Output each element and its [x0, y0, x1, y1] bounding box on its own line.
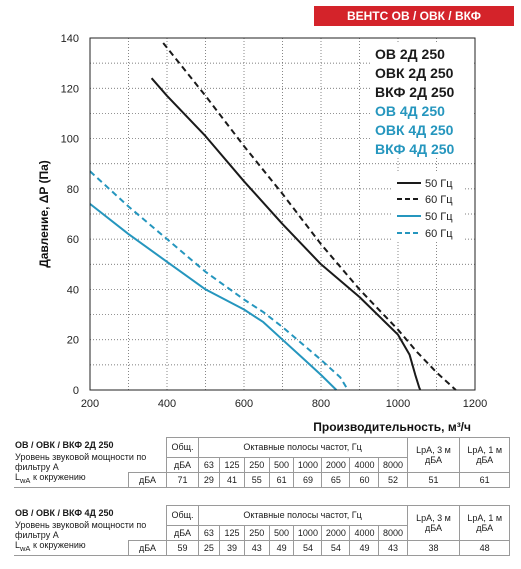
- value-250: 43: [243, 539, 270, 556]
- noise-table-2d: ОВ / ОВК / ВКФ 2Д 250 Общ. Октавные поло…: [14, 437, 510, 488]
- series-line-4Д-60hz: [89, 170, 349, 391]
- legend-label-2d-60: 60 Гц: [425, 194, 453, 206]
- table-model-label: ОВ / ОВК / ВКФ 2Д 250: [14, 437, 168, 452]
- y-tick-label: 140: [61, 33, 79, 45]
- table-unit: дБА: [166, 524, 199, 541]
- freq-4000: 4000: [349, 456, 380, 473]
- x-tick-label: 800: [312, 398, 330, 410]
- lwa-label: LwA к окружению: [14, 540, 129, 556]
- y-tick-label: 20: [67, 335, 79, 347]
- model-label-black-3: ВКФ 2Д 250: [375, 84, 455, 100]
- freq-8000: 8000: [378, 456, 408, 473]
- freq-63: 63: [197, 524, 221, 541]
- value-8000: 43: [378, 539, 408, 556]
- x-axis-title: Производительность, м³/ч: [313, 420, 471, 434]
- noise-table-4d: ОВ / ОВК / ВКФ 4Д 250 Общ. Октавные поло…: [14, 505, 510, 556]
- value-125: 41: [219, 471, 245, 488]
- legend-label-4d-50: 50 Гц: [425, 211, 453, 223]
- lpa1-value: 48: [459, 539, 510, 556]
- series-lines: [89, 42, 457, 391]
- value-2000: 54: [321, 539, 351, 556]
- value-125: 39: [219, 539, 245, 556]
- value-250: 55: [243, 471, 270, 488]
- freq-500: 500: [268, 524, 295, 541]
- value-63: 29: [197, 471, 221, 488]
- table-octave-header: Октавные полосы частот, Гц: [197, 437, 408, 458]
- series-line-2Д-60hz: [162, 42, 457, 391]
- lpa3-value: 51: [406, 471, 461, 488]
- y-tick-label: 0: [73, 385, 79, 397]
- legend: 50 Гц 60 Гц 50 Гц 60 Гц: [393, 172, 463, 240]
- value-4000: 60: [349, 471, 380, 488]
- table-model-label: ОВ / ОВК / ВКФ 4Д 250: [14, 505, 168, 520]
- pressure-flow-chart: 200 400 600 800 1000 1200 0 20 40 60 80 100 120 140 О…: [37, 33, 488, 434]
- brand-tag: ВЕНТС ОВ / ОВК / ВКФ: [314, 6, 514, 26]
- value-2000: 65: [321, 471, 351, 488]
- model-labels: ОВ 2Д 250 ОВК 2Д 250 ВКФ 2Д 250 ОВ 4Д 25…: [372, 42, 472, 157]
- freq-125: 125: [219, 456, 245, 473]
- x-tick-label: 600: [235, 398, 253, 410]
- model-label-blue-3: ВКФ 4Д 250: [375, 141, 455, 157]
- value-500: 49: [268, 539, 295, 556]
- table-unit: дБА: [166, 456, 199, 473]
- freq-250: 250: [243, 456, 270, 473]
- table-lpa3-header: LpA, 3 м дБА: [406, 505, 461, 541]
- table-total-header: Общ.: [166, 505, 199, 526]
- legend-label-2d-50: 50 Гц: [425, 178, 453, 190]
- series-line-4Д-50hz: [89, 203, 338, 391]
- freq-250: 250: [243, 524, 270, 541]
- lpa3-value: 38: [406, 539, 461, 556]
- model-label-black-2: ОВК 2Д 250: [375, 65, 454, 81]
- table-octave-header: Октавные полосы частот, Гц: [197, 505, 408, 526]
- freq-1000: 1000: [293, 524, 323, 541]
- table-lpa1-header: LpA, 1 м дБА: [459, 505, 510, 541]
- y-tick-label: 60: [67, 234, 79, 246]
- lwa-label: LwA к окружению: [14, 472, 129, 488]
- freq-125: 125: [219, 524, 245, 541]
- tick-labels: 200 400 600 800 1000 1200 0 20 40 60 80 100 120 140: [61, 33, 488, 410]
- table-total-header: Общ.: [166, 437, 199, 458]
- freq-8000: 8000: [378, 524, 408, 541]
- x-tick-label: 1200: [463, 398, 487, 410]
- value-500: 61: [268, 471, 295, 488]
- model-label-blue-1: ОВ 4Д 250: [375, 103, 445, 119]
- y-tick-label: 80: [67, 184, 79, 196]
- y-tick-label: 100: [61, 134, 79, 146]
- value-1000: 54: [293, 539, 323, 556]
- x-tick-label: 200: [81, 398, 99, 410]
- row-unit: дБА: [127, 471, 168, 488]
- legend-label-4d-60: 60 Гц: [425, 228, 453, 240]
- freq-63: 63: [197, 456, 221, 473]
- lpa1-value: 61: [459, 471, 510, 488]
- table-lpa3-header: LpA, 3 м дБА: [406, 437, 461, 473]
- table-desc-label: Уровень звуковой мощности по фильтру А: [14, 451, 168, 472]
- value-1000: 69: [293, 471, 323, 488]
- table-lpa1-header: LpA, 1 м дБА: [459, 437, 510, 473]
- freq-2000: 2000: [321, 456, 351, 473]
- x-tick-label: 400: [158, 398, 176, 410]
- total-value: 71: [166, 471, 199, 488]
- table-row: LwA к окружению дБА 59 25 39 43 49 54 54…: [14, 539, 510, 556]
- table-desc-label: Уровень звуковой мощности по фильтру А: [14, 519, 168, 540]
- model-label-blue-2: ОВК 4Д 250: [375, 122, 454, 138]
- y-tick-label: 120: [61, 83, 79, 95]
- y-tick-label: 40: [67, 284, 79, 296]
- table-row: LwA к окружению дБА 71 29 41 55 61 69 65…: [14, 471, 510, 488]
- value-63: 25: [197, 539, 221, 556]
- value-8000: 52: [378, 471, 408, 488]
- value-4000: 49: [349, 539, 380, 556]
- plot-frame: [89, 37, 476, 391]
- freq-2000: 2000: [321, 524, 351, 541]
- freq-4000: 4000: [349, 524, 380, 541]
- row-unit: дБА: [127, 539, 168, 556]
- freq-1000: 1000: [293, 456, 323, 473]
- x-tick-label: 1000: [386, 398, 410, 410]
- freq-500: 500: [268, 456, 295, 473]
- model-label-black-1: ОВ 2Д 250: [375, 46, 445, 62]
- series-line-2Д-50hz: [150, 77, 422, 391]
- y-axis-title: Давление, ΔP (Па): [37, 160, 51, 268]
- total-value: 59: [166, 539, 199, 556]
